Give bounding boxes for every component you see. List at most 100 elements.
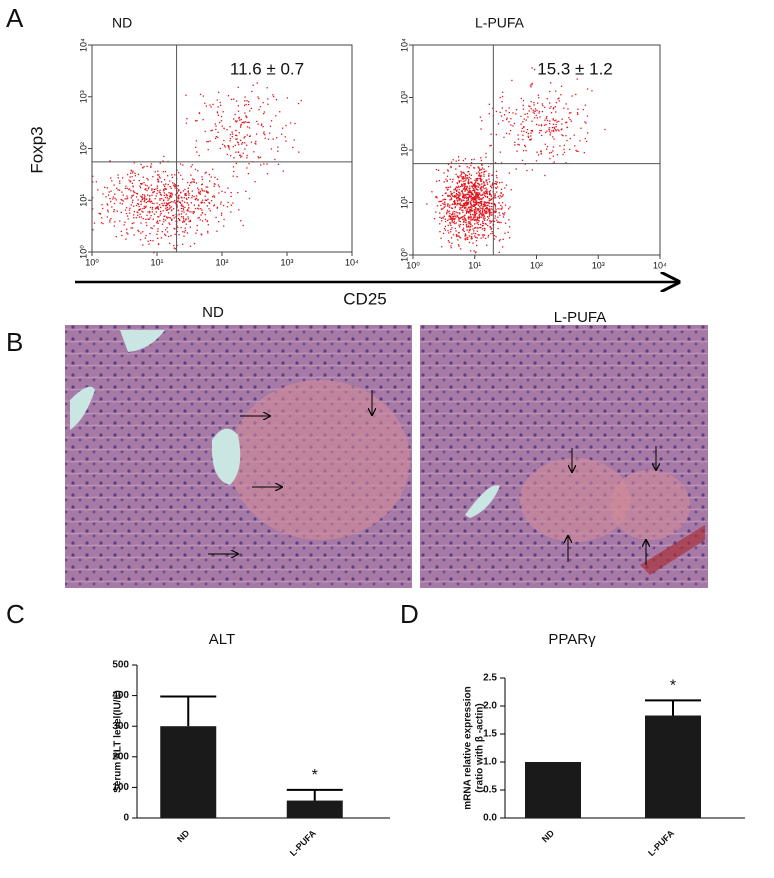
event-dot: [470, 195, 473, 198]
event-dot: [179, 163, 182, 165]
event-dot: [148, 243, 150, 245]
event-dot: [197, 191, 200, 193]
event-dot: [475, 240, 478, 242]
event-dot: [467, 238, 469, 240]
event-dot: [492, 232, 494, 235]
event-dot: [449, 195, 451, 197]
event-dot: [128, 212, 131, 214]
event-dot: [587, 132, 589, 134]
event-dot: [489, 225, 491, 228]
event-dot: [188, 192, 190, 195]
event-dot: [462, 209, 464, 212]
event-dot: [455, 230, 457, 232]
x-tick-label: 10³: [280, 257, 293, 267]
event-dot: [536, 151, 538, 153]
event-dot: [126, 215, 129, 217]
event-dot: [131, 227, 134, 229]
event-dot: [210, 176, 212, 178]
event-dot: [478, 184, 481, 186]
event-dot: [473, 230, 475, 232]
event-dot: [462, 180, 464, 183]
event-dot: [460, 183, 463, 186]
event-dot: [130, 197, 132, 199]
event-dot: [469, 221, 471, 223]
event-dot: [185, 94, 187, 96]
x-tick-label: 10²: [530, 260, 543, 270]
event-dot: [472, 185, 474, 187]
event-dot: [140, 222, 142, 224]
event-dot: [491, 203, 493, 205]
event-dot: [542, 105, 544, 107]
event-dot: [450, 218, 452, 220]
event-dot: [153, 202, 155, 205]
event-dot: [231, 135, 233, 138]
event-dot: [495, 180, 497, 183]
event-dot: [136, 211, 138, 213]
event-dot: [461, 184, 463, 187]
event-dot: [141, 199, 143, 201]
event-dot: [223, 225, 225, 227]
event-dot: [544, 143, 546, 145]
event-dot: [95, 181, 97, 183]
event-dot: [490, 144, 492, 147]
event-dot: [182, 164, 184, 166]
event-dot: [496, 191, 498, 193]
event-dot: [139, 186, 142, 189]
event-dot: [474, 213, 476, 215]
event-dot: [245, 190, 247, 193]
event-dot: [116, 210, 118, 212]
event-dot: [455, 234, 458, 236]
event-dot: [183, 235, 185, 237]
event-dot: [156, 178, 159, 180]
event-dot: [481, 167, 484, 169]
event-dot: [461, 205, 464, 207]
event-dot: [522, 149, 525, 152]
event-dot: [260, 123, 263, 125]
event-dot: [488, 191, 490, 193]
event-dot: [483, 170, 486, 173]
event-dot: [473, 204, 475, 206]
event-dot: [458, 231, 460, 234]
event-dot: [560, 128, 562, 131]
event-dot: [176, 244, 178, 247]
event-dot: [161, 223, 164, 225]
event-dot: [505, 118, 508, 121]
event-dot: [470, 219, 472, 221]
event-dot: [149, 212, 151, 214]
event-dot: [459, 207, 461, 209]
event-dot: [477, 195, 479, 197]
event-dot: [483, 205, 485, 207]
event-dot: [443, 172, 445, 174]
event-dot: [454, 203, 456, 205]
event-dot: [552, 136, 554, 138]
event-dot: [158, 174, 160, 176]
event-dot: [161, 202, 163, 205]
event-dot: [540, 129, 542, 132]
event-dot: [443, 206, 445, 208]
event-dot: [266, 163, 268, 165]
event-dot: [504, 212, 506, 214]
event-dot: [187, 210, 189, 212]
event-dot: [447, 169, 449, 171]
event-dot: [463, 183, 465, 185]
event-dot: [476, 178, 478, 180]
event-dot: [526, 169, 528, 172]
event-dot: [452, 203, 454, 205]
event-dot: [153, 252, 155, 254]
event-dot: [186, 210, 188, 212]
event-dot: [454, 227, 456, 230]
event-dot: [475, 212, 477, 214]
event-dot: [235, 134, 237, 136]
event-dot: [474, 209, 476, 211]
event-dot: [152, 218, 154, 220]
event-dot: [115, 235, 117, 238]
event-dot: [467, 197, 469, 199]
event-dot: [164, 215, 166, 217]
event-dot: [481, 220, 484, 223]
event-dot: [92, 175, 94, 177]
event-dot: [463, 205, 465, 207]
event-dot: [453, 201, 456, 203]
event-dot: [199, 193, 201, 195]
event-dot: [472, 189, 474, 192]
event-dot: [246, 100, 248, 102]
